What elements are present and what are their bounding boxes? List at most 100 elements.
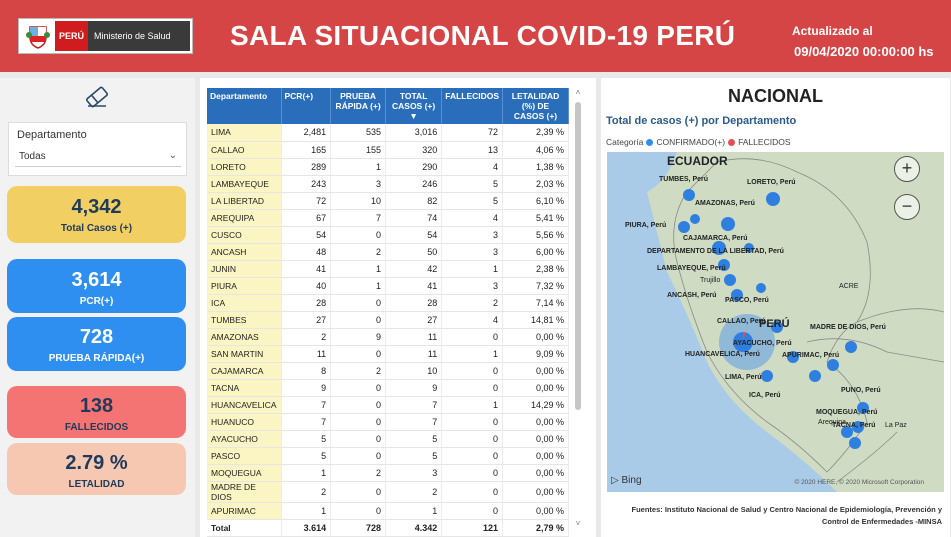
- value-cell: 0: [441, 362, 504, 380]
- value-cell: 1: [441, 345, 504, 363]
- scroll-thumb[interactable]: [575, 102, 581, 410]
- value-cell: 1: [281, 464, 332, 482]
- table-row[interactable]: LAMBAYEQUE 243 3 246 5 2,03 %: [207, 175, 569, 193]
- table-row[interactable]: TUMBES 27 0 27 4 14,81 %: [207, 311, 569, 329]
- table-row[interactable]: ANCASH 48 2 50 3 6,00 %: [207, 243, 569, 261]
- bubble-piura: [678, 221, 690, 233]
- value-cell: 27: [385, 311, 443, 329]
- table-row[interactable]: PASCO 5 0 5 0 0,00 %: [207, 447, 569, 465]
- column-header[interactable]: PCR(+): [281, 88, 332, 124]
- department-cell: SAN MARTIN: [207, 345, 282, 363]
- bubble-madre-de-dios: [845, 341, 857, 353]
- table-row[interactable]: HUANUCO 7 0 7 0 0,00 %: [207, 413, 569, 431]
- table-scrollbar[interactable]: ˄ ˅: [573, 88, 583, 528]
- total-cell: 3.614: [281, 518, 332, 537]
- value-cell: 8: [281, 362, 332, 380]
- map-label: ACRE: [839, 283, 859, 290]
- table-row[interactable]: MOQUEGUA 1 2 3 0 0,00 %: [207, 464, 569, 482]
- value-cell: 28: [281, 294, 332, 312]
- table-row[interactable]: LORETO 289 1 290 4 1,38 %: [207, 158, 569, 176]
- department-cell: APURIMAC: [207, 502, 282, 520]
- source-line: Fuentes: Instituto Nacional de Salud y C…: [631, 505, 942, 514]
- value-cell: 6,00 %: [502, 243, 569, 261]
- value-cell: 7: [385, 396, 443, 414]
- department-filter: Departamento Todas ⌄: [8, 122, 187, 176]
- table-row[interactable]: AREQUIPA 67 7 74 4 5,41 %: [207, 209, 569, 227]
- value-cell: 1: [330, 260, 387, 278]
- value-cell: 11: [281, 345, 332, 363]
- table-row[interactable]: SAN MARTIN 11 0 11 1 9,09 %: [207, 345, 569, 363]
- scroll-down-icon[interactable]: ˅: [575, 519, 581, 528]
- value-cell: 5,41 %: [502, 209, 569, 227]
- table-row[interactable]: JUNIN 41 1 42 1 2,38 %: [207, 260, 569, 278]
- table-row[interactable]: TACNA 9 0 9 0 0,00 %: [207, 379, 569, 397]
- value-cell: 0: [330, 430, 387, 448]
- map-label: HUANCAVELICA, Perú: [685, 351, 760, 358]
- value-cell: 9: [330, 328, 387, 346]
- map-label: CAJAMARCA, Perú: [683, 235, 748, 242]
- department-cell: ICA: [207, 294, 282, 312]
- column-header[interactable]: FALLECIDOS: [441, 88, 504, 124]
- map-label: APURIMAC, Perú: [782, 352, 840, 359]
- map-panel: NACIONAL Total de casos (+) por Departam…: [601, 78, 950, 537]
- column-header[interactable]: PRUEBA RÁPIDA (+): [330, 88, 387, 124]
- value-cell: 2,39 %: [502, 124, 569, 142]
- department-cell: PIURA: [207, 277, 282, 295]
- legend-item[interactable]: FALLECIDOS: [738, 137, 791, 147]
- table-row[interactable]: HUANCAVELICA 7 0 7 1 14,29 %: [207, 396, 569, 414]
- table-row[interactable]: APURIMAC 1 0 1 0 0,00 %: [207, 502, 569, 520]
- map-label: PUNO, Perú: [841, 387, 881, 394]
- value-cell: 0: [330, 294, 387, 312]
- bubble-lambayeque: [712, 241, 726, 255]
- value-cell: 2: [281, 328, 332, 346]
- kpi-value: 2.79 %: [65, 452, 128, 474]
- value-cell: 0: [441, 328, 504, 346]
- map-label: TACNA, Perú: [832, 422, 876, 429]
- zoom-out-button[interactable]: −: [894, 194, 920, 220]
- table-row[interactable]: CAJAMARCA 8 2 10 0 0,00 %: [207, 362, 569, 380]
- zoom-in-button[interactable]: +: [894, 156, 920, 182]
- header-bar: PERÚ Ministerio de Salud SALA SITUACIONA…: [0, 0, 951, 72]
- department-select[interactable]: Todas ⌄: [15, 147, 181, 167]
- table-row[interactable]: LA LIBERTAD 72 10 82 5 6,10 %: [207, 192, 569, 210]
- bubble-moquegua: [852, 421, 864, 433]
- value-cell: 0,00 %: [502, 379, 569, 397]
- value-cell: 289: [281, 158, 332, 176]
- logo-ministry-text: Ministerio de Salud: [88, 21, 190, 51]
- cases-table-panel: Departamento PCR(+) PRUEBA RÁPIDA (+) TO…: [200, 78, 596, 537]
- column-header[interactable]: LETALIDAD (%) DE CASOS (+): [502, 88, 569, 124]
- value-cell: 54: [385, 226, 443, 244]
- bubble-loreto: [766, 192, 780, 206]
- value-cell: 1: [330, 277, 387, 295]
- value-cell: 42: [385, 260, 443, 278]
- value-cell: 10: [330, 192, 387, 210]
- column-header-sorted[interactable]: TOTAL CASOS (+) ▼: [385, 88, 443, 124]
- updated-label: Actualizado al: [792, 24, 873, 38]
- legend-item[interactable]: CONFIRMADO(+): [656, 137, 726, 147]
- column-header[interactable]: Departamento: [207, 88, 282, 124]
- table-row[interactable]: ICA 28 0 28 2 7,14 %: [207, 294, 569, 312]
- table-row[interactable]: LIMA 2,481 535 3,016 72 2,39 %: [207, 124, 569, 142]
- department-cell: CUSCO: [207, 226, 282, 244]
- value-cell: 155: [330, 141, 387, 159]
- map-label: CALLAO, Perú: [717, 318, 766, 325]
- scroll-up-icon[interactable]: ˄: [575, 88, 581, 97]
- table-row[interactable]: CUSCO 54 0 54 3 5,56 %: [207, 226, 569, 244]
- value-cell: 0,00 %: [502, 502, 569, 520]
- table-row[interactable]: AMAZONAS 2 9 11 0 0,00 %: [207, 328, 569, 346]
- bubble-amazonas-n: [690, 214, 700, 224]
- value-cell: 72: [281, 192, 332, 210]
- value-cell: 0: [330, 311, 387, 329]
- department-cell: TUMBES: [207, 311, 282, 329]
- table-row[interactable]: MADRE DE DIOS 2 0 2 0 0,00 %: [207, 481, 569, 503]
- table-row[interactable]: CALLAO 165 155 320 13 4,06 %: [207, 141, 569, 159]
- table-row[interactable]: AYACUCHO 5 0 5 0 0,00 %: [207, 430, 569, 448]
- updated-date: 09/04/2020 00:00:00 hs: [794, 44, 934, 59]
- value-cell: 0: [441, 464, 504, 482]
- department-cell: ANCASH: [207, 243, 282, 261]
- department-cell: TACNA: [207, 379, 282, 397]
- eraser-icon[interactable]: [84, 86, 110, 108]
- department-cell: LA LIBERTAD: [207, 192, 282, 210]
- peru-map[interactable]: ECUADOR PERÚ TUMBES, Perú LORETO, Perú A…: [607, 152, 944, 492]
- table-row[interactable]: PIURA 40 1 41 3 7,32 %: [207, 277, 569, 295]
